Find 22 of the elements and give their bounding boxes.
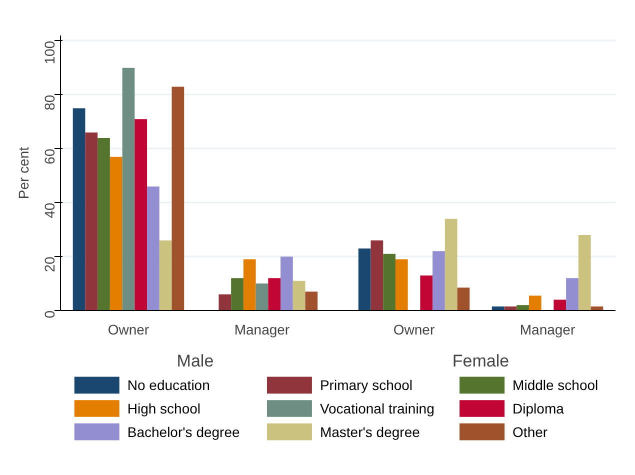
- legend-label: Master's degree: [320, 424, 420, 440]
- legend-label: Other: [512, 424, 548, 440]
- y-tick-label: 0: [42, 310, 58, 318]
- y-tick-label: 100: [42, 40, 58, 64]
- x-tick-label: Manager: [520, 322, 576, 338]
- y-tick-label: 80: [42, 94, 58, 110]
- legend-label: Vocational training: [320, 400, 434, 416]
- legend-label: Primary school: [320, 377, 413, 394]
- x-tick-label: Owner: [108, 322, 150, 338]
- legend-label: Bachelor's degree: [127, 424, 240, 440]
- legend-label: High school: [127, 400, 201, 416]
- legend-label: Diploma: [512, 400, 564, 416]
- x-tick-label: Manager: [234, 322, 290, 338]
- legend-label: No education: [127, 377, 210, 394]
- text: Female: [452, 352, 510, 370]
- text: Male: [176, 352, 214, 370]
- y-tick-label: 20: [42, 256, 58, 272]
- legend-label: Middle school: [512, 377, 598, 394]
- x-tick-label: Owner: [393, 322, 435, 338]
- y-tick-label: 60: [42, 148, 58, 164]
- y-axis-title: Per cent: [16, 146, 32, 200]
- y-tick-label: 40: [42, 202, 58, 218]
